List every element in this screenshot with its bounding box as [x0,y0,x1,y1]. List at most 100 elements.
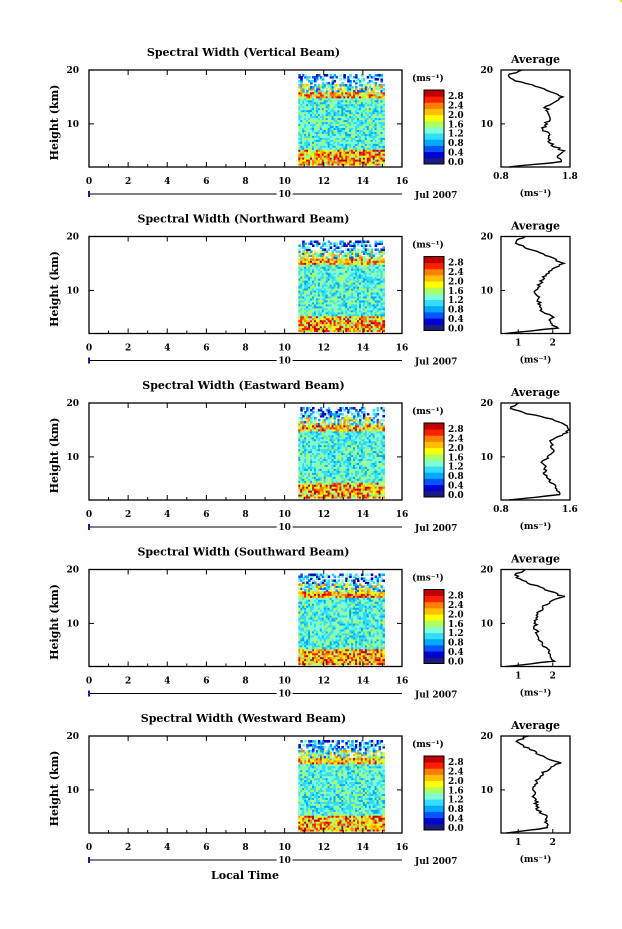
heatmap-cell [358,268,362,271]
heatmap-cell [368,159,372,162]
heatmap-cell [364,305,368,309]
heatmap-cell [335,480,339,483]
heatmap-cell [341,319,344,323]
heatmap-cell [335,301,339,305]
heatmap-cell [325,325,329,329]
heatmap-cell [333,159,337,162]
heatmap-cell [374,123,378,127]
heatmap-cell [378,295,382,299]
heatmap-cell [341,301,344,305]
heatmap-cell [339,282,342,285]
heatmap-cell [341,264,344,267]
heatmap-cell [368,153,372,156]
heatmap-cell [355,127,358,130]
heatmap-cell [374,297,378,301]
heatmap-cell [331,286,335,289]
heatmap-cell [308,486,311,489]
heatmap-cell [298,496,301,499]
heatmap-cell [323,444,327,448]
heatmap-cell [335,462,339,465]
heatmap-cell [345,309,348,313]
heatmap-cell [315,440,319,444]
heatmap-cell [335,289,339,293]
heatmap-cell [310,81,313,85]
heatmap-cell [323,482,327,485]
heatmap-cell [364,85,368,89]
heatmap-cell [376,109,380,113]
heatmap-cell [298,307,301,311]
heatmap-cell [312,494,315,497]
heatmap-cell [341,303,344,307]
heatmap-cell [355,159,358,162]
heatmap-cell [349,460,352,463]
heatmap-cell [345,83,348,87]
heatmap-cell [351,85,354,89]
heatmap-cell [321,470,325,473]
heatmap-cell [343,496,346,499]
heatmap-cell [312,311,315,315]
heatmap-cell [312,440,315,444]
heatmap-cell [298,127,301,130]
heatmap-cell [310,260,313,263]
heatmap-cell [298,105,301,109]
heatmap-cell [310,258,313,261]
heatmap-cell [360,291,364,295]
heatmap-cell [337,418,340,422]
heatmap-cell [312,258,315,261]
heatmap-cell [319,274,323,277]
heatmap-cell [300,125,303,129]
heatmap-cell [308,470,311,473]
heatmap-cell [355,101,358,105]
heatmap-cell [302,87,305,91]
heatmap-cell [355,123,358,127]
heatmap-cell [343,305,346,309]
heatmap-cell [355,264,358,267]
heatmap-cell [349,434,352,438]
heatmap-cell [358,97,362,101]
heatmap-cell [335,264,339,267]
heatmap-cell [310,297,313,301]
heatmap-cell [378,327,382,331]
heatmap-cell [366,141,370,144]
heatmap-cell [306,133,309,136]
heatmap-cell [321,287,325,291]
heatmap-cell [343,315,346,319]
heatmap-cell [321,482,325,485]
heatmap-cell [315,482,319,485]
heatmap-cell [335,321,339,325]
heatmap-cell [308,93,311,97]
heatmap-cell [378,268,382,271]
heatmap-cell [321,99,325,103]
heatmap-cell [302,286,305,289]
heatmap-cell [321,103,325,107]
heatmap-cell [372,286,376,289]
heatmap-cell [368,297,372,301]
heatmap-cell [331,260,335,263]
heatmap-cell [321,250,325,253]
heatmap-cell [366,99,370,103]
heatmap-cell [368,109,372,113]
heatmap-cell [317,159,321,162]
heatmap-cell [337,105,340,109]
heatmap-cell [335,99,339,103]
heatmap-cell [343,482,346,485]
heatmap-cell [331,264,335,267]
heatmap-cell [372,266,376,269]
heatmap-cell [360,109,364,113]
heatmap-cell [327,93,331,97]
heatmap-cell [298,428,301,432]
heatmap-cell [323,480,327,483]
heatmap-cell [345,414,348,418]
heatmap-cell [323,315,327,319]
heatmap-cell [351,91,354,95]
heatmap-cell [337,462,340,465]
heatmap-cell [327,105,331,109]
heatmap-cell [351,299,354,303]
heatmap-cell [343,111,346,115]
heatmap-cell [339,482,342,485]
heatmap-cell [347,153,350,156]
heatmap-cell [347,248,350,251]
heatmap-cell [349,127,352,130]
heatmap-cell [300,97,303,101]
